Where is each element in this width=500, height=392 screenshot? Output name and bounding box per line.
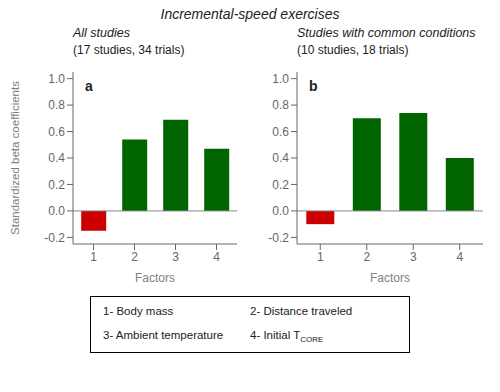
svg-text:1.0: 1.0	[272, 72, 289, 86]
html-text:2- Distance traveled: 2- Distance traveled	[250, 305, 353, 317]
svg-text:0.6: 0.6	[48, 125, 65, 139]
svg-text:Standardized beta coefficients: Standardized beta coefficients	[9, 81, 21, 235]
html-text:4- Initial TCORE: 4- Initial TCORE	[250, 329, 324, 345]
svg-text:-0.2: -0.2	[268, 231, 289, 245]
svg-text:1: 1	[90, 250, 97, 264]
svg-text:4: 4	[213, 250, 220, 264]
svg-text:4: 4	[456, 250, 463, 264]
html-text:(10 studies, 18 trials): (10 studies, 18 trials)	[297, 43, 409, 57]
html-text:Studies with common conditions: Studies with common conditions	[297, 26, 476, 40]
svg-text:3: 3	[410, 250, 417, 264]
svg-text:Factors: Factors	[135, 271, 175, 285]
svg-text:0.2: 0.2	[48, 178, 65, 192]
html-text:Incremental-speed exercises: Incremental-speed exercises	[160, 6, 340, 22]
html-text:(17 studies, 34 trials): (17 studies, 34 trials)	[73, 43, 185, 57]
html-text:b: b	[309, 78, 318, 94]
svg-text:1: 1	[317, 250, 324, 264]
html-text:a: a	[85, 78, 93, 94]
svg-text:Factors: Factors	[370, 271, 410, 285]
svg-text:0.4: 0.4	[272, 151, 289, 165]
svg-text:0.0: 0.0	[48, 204, 65, 218]
html-text:All studies: All studies	[73, 26, 130, 40]
svg-text:0.2: 0.2	[272, 178, 289, 192]
svg-text:-0.2: -0.2	[44, 231, 65, 245]
html-text:3- Ambient temperature: 3- Ambient temperature	[103, 329, 224, 341]
svg-text:2: 2	[131, 250, 138, 264]
html-text:1- Body mass: 1- Body mass	[103, 305, 174, 317]
svg-text:2: 2	[363, 250, 370, 264]
svg-text:0.8: 0.8	[48, 98, 65, 112]
svg-text:0.6: 0.6	[272, 125, 289, 139]
svg-text:0.8: 0.8	[272, 98, 289, 112]
svg-text:0.4: 0.4	[48, 151, 65, 165]
svg-text:1.0: 1.0	[48, 72, 65, 86]
svg-text:0.0: 0.0	[272, 204, 289, 218]
svg-text:3: 3	[172, 250, 179, 264]
